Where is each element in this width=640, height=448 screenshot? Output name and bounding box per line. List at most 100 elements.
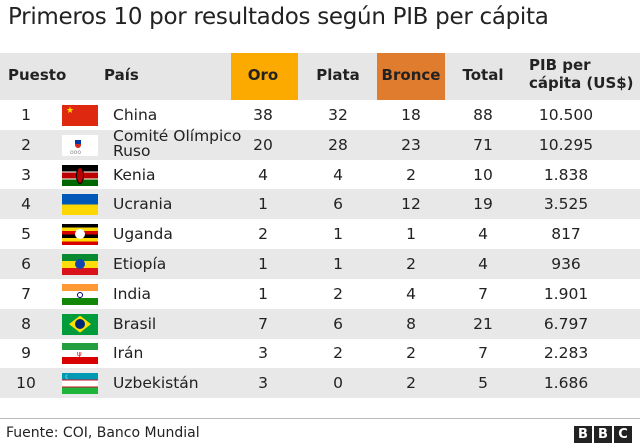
total-count: 4 — [478, 255, 488, 273]
country-name: India — [113, 284, 152, 303]
oro-count: 1 — [258, 195, 268, 214]
plata-count: 1 — [333, 225, 343, 244]
rank: 8 — [21, 314, 31, 333]
iran-flag-icon: ψ — [62, 343, 98, 365]
table-row: 9 ψ Irán 3 2 2 7 2.283 — [0, 338, 640, 368]
bronce-highlight — [377, 53, 445, 100]
rank: 3 — [21, 165, 31, 184]
oro-count: 2 — [258, 225, 268, 244]
rank: 10 — [16, 374, 36, 393]
uzbekistan-flag-icon: ☾ — [62, 373, 98, 395]
total-count: 10 — [473, 165, 493, 184]
table-row: 1 ★ China 38 32 18 88 10.500 — [0, 100, 640, 130]
oro-count: 20 — [253, 135, 273, 154]
country-name: Uganda — [113, 225, 173, 244]
country-name: Uzbekistán — [113, 374, 199, 393]
table-row: 5 Uganda 2 1 1 4 817 — [0, 219, 640, 249]
bronce-count: 23 — [401, 135, 421, 154]
header-pais: País — [104, 66, 139, 84]
header-pib-line2: cápita (US$) — [529, 74, 634, 92]
pib-value: 936 — [551, 255, 581, 273]
table-row: 2 ooo Comité Olímpico Ruso 20 28 23 71 10… — [0, 126, 640, 160]
rank: 2 — [21, 135, 31, 154]
bronce-count: 12 — [401, 195, 421, 214]
page-title: Primeros 10 por resultados según PIB per… — [8, 4, 549, 30]
country-name: Irán — [113, 344, 144, 363]
rank: 7 — [21, 284, 31, 303]
plata-count: 6 — [333, 314, 343, 333]
header-pib: PIB per cápita (US$) — [529, 56, 634, 92]
ethiopia-flag-icon — [62, 254, 98, 275]
table-row: 3 Kenia 4 4 2 10 1.838 — [0, 160, 640, 190]
pib-value: 10.500 — [538, 106, 594, 124]
bbc-logo-letter: B — [594, 426, 612, 443]
country-name: Ucrania — [113, 195, 173, 214]
bronce-count: 2 — [406, 255, 416, 273]
pib-value: 6.797 — [543, 314, 589, 333]
total-count: 71 — [473, 135, 493, 154]
country-name: China — [113, 106, 158, 124]
rank: 5 — [21, 225, 31, 244]
total-count: 21 — [473, 314, 493, 333]
pib-value: 10.295 — [538, 135, 594, 154]
pib-value: 1.838 — [543, 165, 589, 184]
oro-count: 3 — [258, 374, 268, 393]
header-bronce: Bronce — [381, 66, 441, 84]
oro-count: 4 — [258, 165, 268, 184]
rank: 6 — [21, 255, 31, 273]
bronce-count: 4 — [406, 284, 416, 303]
total-count: 7 — [478, 344, 488, 363]
header-oro: Oro — [247, 66, 279, 84]
plata-count: 4 — [333, 165, 343, 184]
oro-count: 1 — [258, 284, 268, 303]
table-row: 6 Etiopía 1 1 2 4 936 — [0, 249, 640, 279]
bronce-count: 1 — [406, 225, 416, 244]
bronce-count: 2 — [406, 344, 416, 363]
total-count: 88 — [473, 106, 493, 124]
header-plata: Plata — [316, 66, 360, 84]
ukraine-flag-icon — [62, 194, 98, 216]
kenya-flag-icon — [62, 164, 98, 186]
pib-value: 3.525 — [543, 195, 589, 214]
total-count: 4 — [478, 225, 488, 244]
header-pib-line1: PIB per — [529, 56, 591, 74]
table-row: 4 Ucrania 1 6 12 19 3.525 — [0, 189, 640, 220]
plata-count: 2 — [333, 344, 343, 363]
plata-count: 1 — [333, 255, 343, 273]
source-text: Fuente: COI, Banco Mundial — [6, 425, 200, 441]
table-row: 10 ☾ Uzbekistán 3 0 2 5 1.686 — [0, 368, 640, 399]
oro-count: 38 — [253, 106, 273, 124]
country-name: Comité Olímpico Ruso — [113, 126, 242, 160]
roc-emblem-icon: ooo — [62, 134, 98, 156]
total-count: 7 — [478, 284, 488, 303]
total-count: 5 — [478, 374, 488, 393]
plata-count: 2 — [333, 284, 343, 303]
plata-count: 28 — [328, 135, 348, 154]
pib-value: 1.901 — [543, 284, 589, 303]
bronce-count: 18 — [401, 106, 421, 124]
india-flag-icon — [62, 283, 98, 305]
header-total: Total — [462, 66, 504, 84]
bronce-count: 2 — [406, 165, 416, 184]
table-header: Puesto País Oro Plata Bronce Total PIB p… — [0, 53, 640, 100]
pib-value: 817 — [551, 225, 581, 244]
bbc-logo-letter: C — [614, 426, 632, 443]
footer-divider — [0, 418, 640, 419]
brazil-flag-icon — [62, 313, 98, 335]
oro-count: 7 — [258, 314, 268, 333]
table-row: 8 Brasil 7 6 8 21 6.797 — [0, 308, 640, 339]
china-flag-icon: ★ — [62, 105, 98, 126]
total-count: 19 — [473, 195, 493, 214]
country-name: Brasil — [113, 314, 157, 333]
country-name: Etiopía — [113, 255, 167, 273]
bbc-logo-letter: B — [574, 426, 592, 443]
rank: 1 — [21, 106, 31, 124]
country-name: Kenia — [113, 165, 156, 184]
oro-count: 3 — [258, 344, 268, 363]
bronce-count: 2 — [406, 374, 416, 393]
bronce-count: 8 — [406, 314, 416, 333]
plata-count: 32 — [328, 106, 348, 124]
plata-count: 6 — [333, 195, 343, 214]
pib-value: 1.686 — [543, 374, 589, 393]
